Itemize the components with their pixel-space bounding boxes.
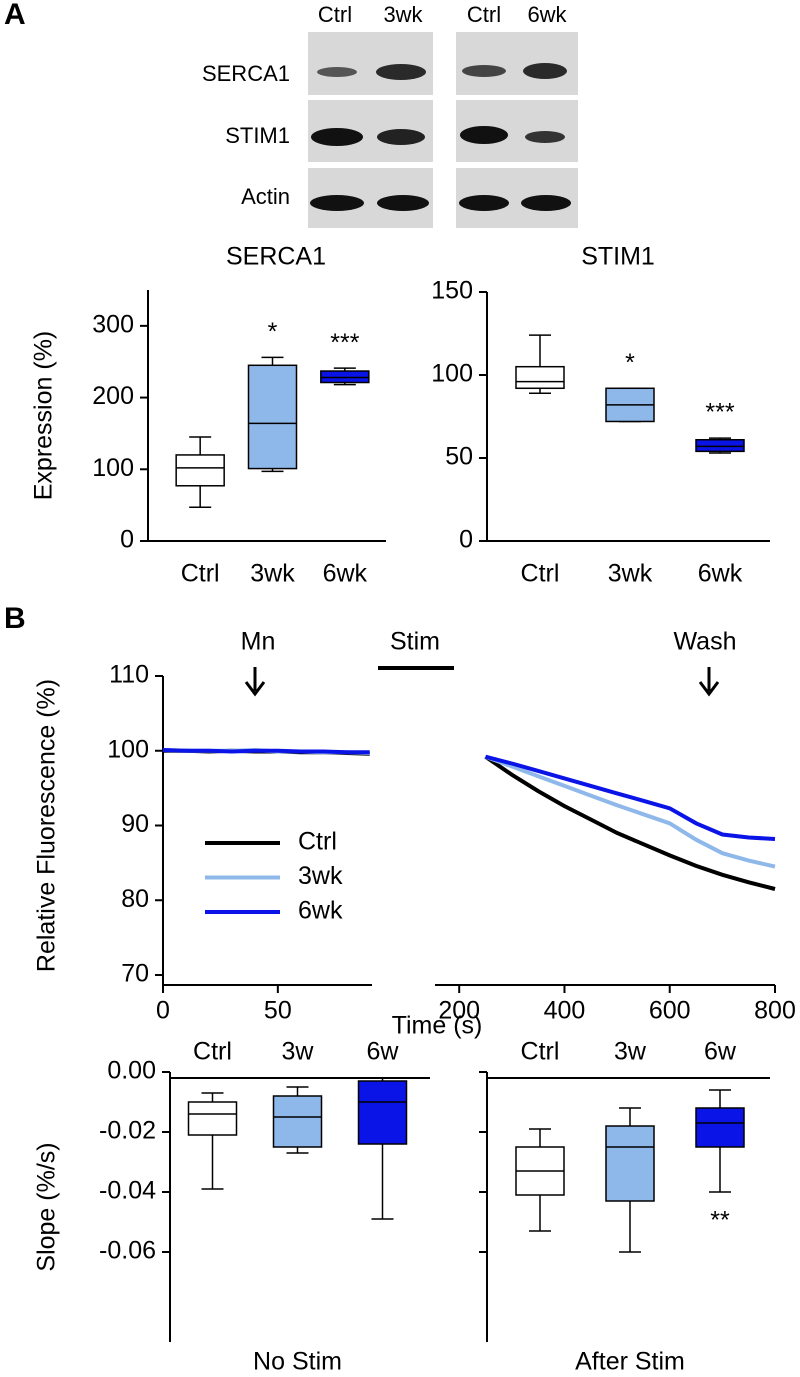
y-axis-label: Relative Fluorescence (%) [33,679,61,972]
box [187,1101,238,1136]
x-axis-label: No Stim [253,1348,342,1376]
lane-label: 3wk [383,2,423,27]
significance: * [625,349,635,377]
x-tick-label: 200 [438,997,480,1025]
y-tick-label: 200 [92,382,134,410]
series-line [162,747,776,869]
box [695,1107,745,1148]
x-tick-label: Ctrl [193,1038,232,1066]
y-tick-label: -0.04 [99,1177,156,1205]
band [311,128,363,146]
x-tick-label: 0 [156,997,170,1025]
box [695,438,745,453]
significance: ** [710,1207,730,1235]
annotation: Wash [674,628,737,656]
x-tick-label: 6wk [698,560,743,588]
arrow [698,681,720,697]
significance: *** [705,399,734,427]
box [175,454,225,487]
blot: Ctrl 3wk Ctrl 6wk SERCA1 STIM1 Actin [202,2,578,228]
x-tick-label: 6wk [323,560,368,588]
lane-label: Ctrl [467,2,501,27]
y-tick-label: 80 [121,885,149,913]
box [247,364,298,470]
annotation: Stim [390,628,440,656]
blot-panel [456,32,578,95]
x-tick-label: 6w [367,1038,400,1066]
row-label: STIM1 [225,123,290,148]
band [377,195,429,211]
band [317,67,357,77]
x-tick-label: 3wk [608,560,653,588]
y-tick-label: 110 [109,661,149,689]
y-tick-label: -0.02 [99,1117,156,1145]
band [525,131,565,143]
x-tick-label: 50 [264,997,292,1025]
band [310,195,364,211]
x-tick-label: 3wk [250,560,295,588]
box [272,1095,323,1148]
blot-panel [308,32,433,95]
chart-title: STIM1 [581,243,655,271]
band [523,63,567,79]
y-tick-label: 100 [431,360,473,388]
series-line [162,748,776,841]
y-tick-label: 0 [459,526,473,554]
row-label: Actin [241,184,290,209]
y-tick-label: 150 [431,277,473,305]
significance: * [268,318,278,346]
x-tick-label: 600 [649,997,691,1025]
x-axis-label: Time (s) [392,1012,483,1040]
box [515,365,565,390]
y-tick-label: 100 [107,735,149,763]
y-tick-label: 300 [92,310,134,338]
panel-label: A [4,0,26,31]
x-tick-label: 3w [614,1038,647,1066]
x-axis-label: After Stim [575,1348,685,1376]
row-label: SERCA1 [202,61,290,86]
annotation: Mn [241,628,276,656]
band [377,129,425,145]
x-tick-label: 400 [544,997,586,1025]
x-tick-label: Ctrl [521,560,560,588]
band [459,195,509,211]
y-tick-label: 50 [445,443,473,471]
y-tick-label: 0.00 [107,1057,156,1085]
y-tick-label: 100 [92,454,134,482]
x-tick-label: Ctrl [521,1038,560,1066]
y-tick-label: 90 [121,810,149,838]
box [605,1125,655,1202]
chart-title: SERCA1 [226,243,326,271]
box [357,1080,408,1145]
series-line [163,748,776,891]
x-tick-label: 800 [754,997,796,1025]
band [376,64,426,80]
band [462,65,506,77]
lane-label: 6wk [527,2,567,27]
band [521,195,571,211]
lane-label: Ctrl [318,2,352,27]
arrow [244,681,266,697]
y-tick-label: -0.06 [99,1237,156,1265]
x-tick-label: 3w [282,1038,315,1066]
y-axis-label: Expression (%) [30,331,58,501]
x-tick-label: Ctrl [181,560,220,588]
legend-label: 6wk [298,897,343,925]
y-tick-label: 0 [120,526,134,554]
band [460,126,508,144]
y-tick-label: 70 [121,960,149,988]
legend-label: Ctrl [298,828,337,856]
y-axis-label: Slope (%/s) [33,1142,61,1271]
panel-label: B [4,602,26,635]
x-tick-label: 6w [704,1038,737,1066]
significance: *** [330,329,359,357]
legend-label: 3wk [298,862,343,890]
